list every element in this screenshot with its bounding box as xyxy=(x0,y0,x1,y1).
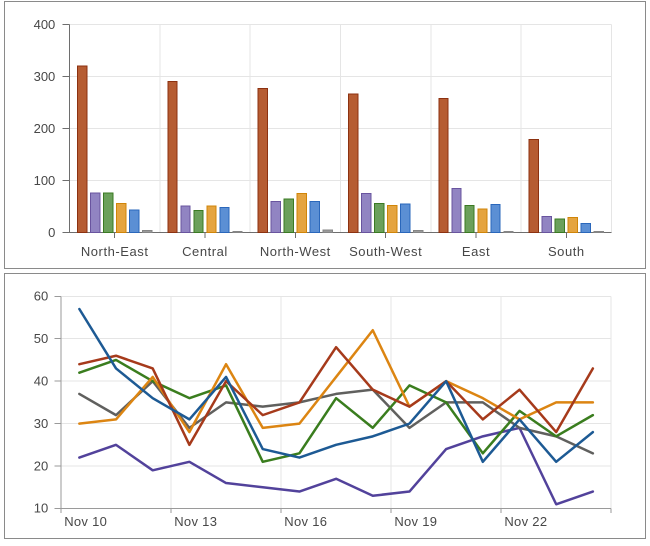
svg-text:Nov 22: Nov 22 xyxy=(504,514,547,529)
svg-text:East: East xyxy=(462,244,490,259)
svg-text:300: 300 xyxy=(34,69,56,84)
svg-text:North-West: North-West xyxy=(260,244,331,259)
svg-text:400: 400 xyxy=(34,17,56,32)
svg-text:40: 40 xyxy=(34,373,48,388)
svg-text:North-East: North-East xyxy=(81,244,149,259)
svg-text:Nov 10: Nov 10 xyxy=(64,514,107,529)
svg-text:10: 10 xyxy=(34,501,48,516)
svg-text:30: 30 xyxy=(34,416,48,431)
svg-text:200: 200 xyxy=(34,121,56,136)
svg-text:20: 20 xyxy=(34,458,48,473)
svg-text:100: 100 xyxy=(34,173,56,188)
svg-text:South-West: South-West xyxy=(349,244,422,259)
svg-text:0: 0 xyxy=(48,225,55,240)
svg-text:South: South xyxy=(548,244,585,259)
svg-text:Nov 19: Nov 19 xyxy=(394,514,437,529)
svg-text:60: 60 xyxy=(34,289,48,304)
svg-text:Nov 13: Nov 13 xyxy=(174,514,217,529)
svg-text:50: 50 xyxy=(34,331,48,346)
svg-text:Nov 16: Nov 16 xyxy=(284,514,327,529)
svg-text:Central: Central xyxy=(182,244,228,259)
